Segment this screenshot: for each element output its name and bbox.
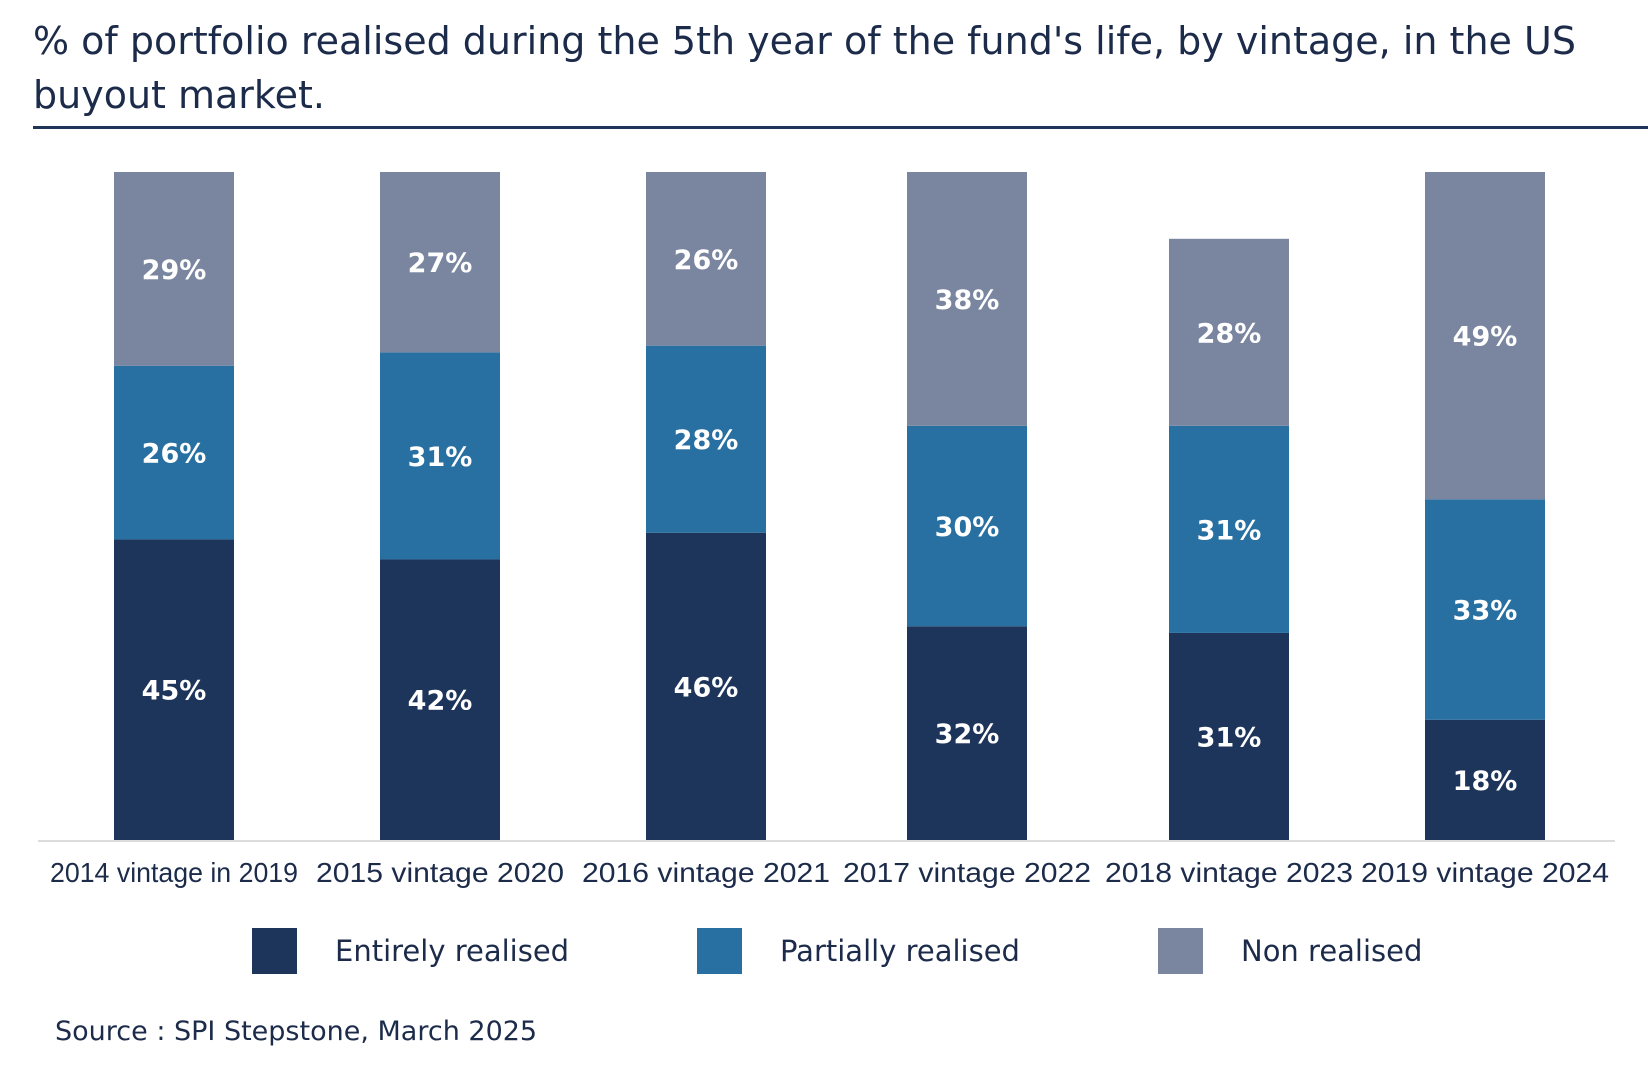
x-tick-label-3: 2016 vintage 2021 <box>582 857 830 888</box>
legend-label-partially-realised: Partially realised <box>780 934 1020 968</box>
legend: Entirely realised Partially realised Non… <box>0 928 1648 974</box>
stacked-bar-chart: 45% 26% 29% 2014 vintage in 2019 42% 31% 27% 20… <box>38 172 1615 888</box>
bar-segment-partially-realised-2 <box>380 352 500 560</box>
bar-segment-partially-realised-1 <box>114 365 234 540</box>
bar-segment-non-realised-6 <box>1425 172 1545 500</box>
data-label-partially-realised-5: 31% <box>1197 515 1262 546</box>
bar-segment-non-realised-2 <box>380 172 500 353</box>
legend-swatch-entirely-realised <box>252 928 297 974</box>
x-tick-label-5: 2018 vintage 2023 <box>1105 857 1353 888</box>
x-tick-label-2: 2015 vintage 2020 <box>316 857 564 888</box>
legend-item-partially-realised: Partially realised <box>697 928 1020 974</box>
data-label-entirely-realised-3: 46% <box>674 672 739 703</box>
bar-segment-entirely-realised-3 <box>646 532 766 840</box>
data-label-partially-realised-2: 31% <box>408 442 473 473</box>
x-tick-label-1: 2014 vintage in 2019 <box>50 857 298 888</box>
x-tick-label-4: 2017 vintage 2022 <box>843 857 1091 888</box>
bar-segment-non-realised-3 <box>646 172 766 346</box>
legend-swatch-non-realised <box>1158 928 1203 974</box>
data-label-entirely-realised-2: 42% <box>408 686 473 717</box>
bar-segment-entirely-realised-5 <box>1169 632 1289 840</box>
data-label-non-realised-6: 49% <box>1453 322 1518 353</box>
bar-segment-entirely-realised-4 <box>907 626 1027 840</box>
data-label-non-realised-5: 28% <box>1197 318 1262 349</box>
data-label-entirely-realised-5: 31% <box>1197 722 1262 753</box>
data-label-non-realised-1: 29% <box>142 255 207 286</box>
legend-label-non-realised: Non realised <box>1241 934 1423 968</box>
data-label-partially-realised-1: 26% <box>142 439 207 470</box>
source-note: Source : SPI Stepstone, March 2025 <box>55 1016 538 1047</box>
data-label-non-realised-4: 38% <box>935 285 1000 316</box>
data-label-partially-realised-3: 28% <box>674 425 739 456</box>
chart-title: % of portfolio realised during the 5th y… <box>33 19 1576 117</box>
data-label-non-realised-2: 27% <box>408 248 473 279</box>
bar-segment-entirely-realised-6 <box>1425 719 1545 840</box>
bar-segment-partially-realised-6 <box>1425 499 1545 720</box>
bar-segment-non-realised-5 <box>1169 238 1289 426</box>
bar-segment-non-realised-4 <box>907 172 1027 426</box>
bar-segment-partially-realised-3 <box>646 345 766 533</box>
data-label-entirely-realised-6: 18% <box>1453 766 1518 797</box>
data-label-partially-realised-4: 30% <box>935 512 1000 543</box>
bar-segment-entirely-realised-1 <box>114 539 234 840</box>
legend-item-non-realised: Non realised <box>1158 928 1422 974</box>
data-label-partially-realised-6: 33% <box>1453 596 1518 627</box>
bar-segment-non-realised-1 <box>114 172 234 366</box>
legend-swatch-partially-realised <box>697 928 742 974</box>
x-tick-label-6: 2019 vintage 2024 <box>1361 857 1609 888</box>
title-divider <box>33 126 1648 129</box>
bar-segment-partially-realised-5 <box>1169 425 1289 633</box>
data-label-entirely-realised-1: 45% <box>142 676 207 707</box>
data-label-non-realised-3: 26% <box>674 245 739 276</box>
bar-segment-partially-realised-4 <box>907 425 1027 627</box>
legend-item-entirely-realised: Entirely realised <box>252 928 569 974</box>
data-label-entirely-realised-4: 32% <box>935 719 1000 750</box>
legend-label-entirely-realised: Entirely realised <box>335 934 570 968</box>
bar-segment-entirely-realised-2 <box>380 559 500 840</box>
